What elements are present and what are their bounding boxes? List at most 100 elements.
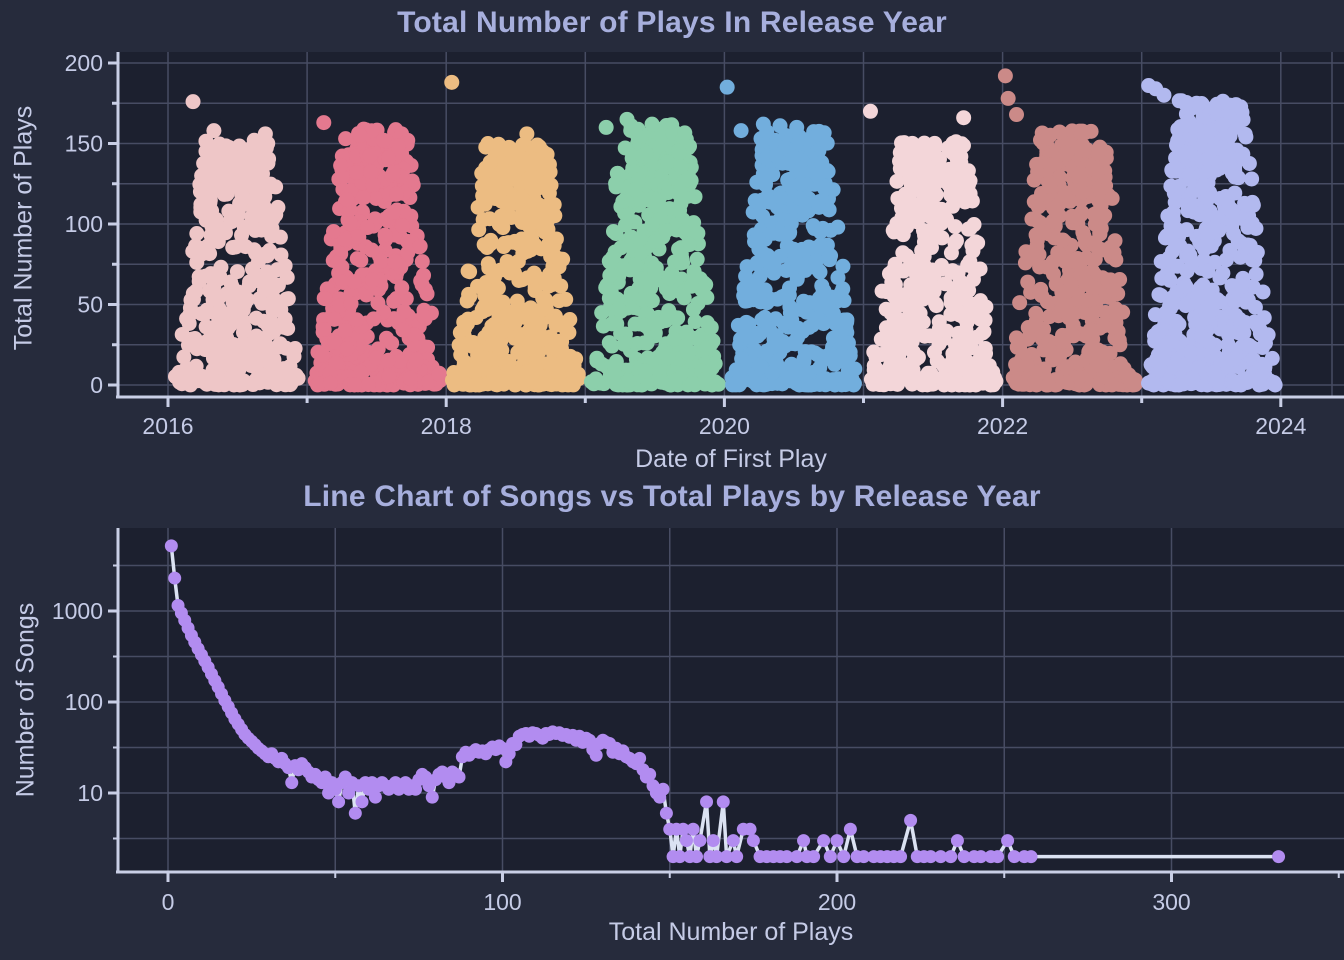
strip-point — [653, 374, 669, 390]
strip-point — [1111, 332, 1127, 348]
strip-outlier-point — [480, 136, 496, 151]
line-data-point — [502, 747, 516, 761]
strip-point — [1209, 373, 1225, 389]
strip-point — [782, 177, 798, 193]
strip-point — [1238, 129, 1254, 145]
strip-point — [812, 264, 828, 280]
strip-point — [1234, 148, 1250, 164]
strip-point — [945, 263, 961, 279]
strip-point — [605, 249, 621, 265]
line-data-point — [679, 834, 693, 848]
y-tick-label: 100 — [65, 211, 103, 237]
strip-outlier-point — [257, 126, 273, 142]
strip-point — [494, 324, 510, 340]
strip-point — [977, 340, 993, 356]
strip-point — [666, 331, 682, 347]
strip-point — [255, 205, 271, 221]
strip-point — [655, 344, 671, 360]
strip-point — [470, 278, 486, 294]
strip-point — [1237, 195, 1253, 211]
strip-point — [1159, 228, 1175, 244]
strip-point — [1214, 117, 1230, 133]
strip-point — [266, 353, 282, 369]
strip-point — [840, 335, 856, 351]
strip-point — [208, 144, 224, 160]
strip-point — [1052, 348, 1068, 364]
strip-point — [363, 164, 379, 180]
strip-point — [477, 176, 493, 192]
strip-point — [365, 177, 381, 193]
strip-point — [515, 245, 531, 261]
strip-point — [616, 336, 632, 352]
strip-point — [260, 317, 276, 333]
strip-point — [948, 233, 964, 249]
strip-point — [1227, 293, 1243, 309]
strip-point — [1168, 313, 1184, 329]
strip-point — [1153, 254, 1169, 270]
strip-point — [482, 211, 498, 227]
strip-point — [725, 377, 741, 393]
line-data-point — [676, 822, 690, 836]
strip-point — [905, 207, 921, 223]
strip-point — [1107, 302, 1123, 318]
line-plot-area — [118, 528, 1344, 872]
strip-point — [977, 312, 993, 328]
line-data-point — [894, 850, 908, 864]
strip-point — [621, 373, 637, 389]
strip-point — [684, 376, 700, 392]
strip-point — [661, 303, 677, 319]
line-data-point — [817, 834, 831, 848]
strip-point — [639, 335, 655, 351]
strip-point — [1152, 355, 1168, 371]
line-data-point — [720, 850, 734, 864]
strip-point — [601, 335, 617, 351]
strip-point — [414, 254, 430, 270]
strip-point — [527, 152, 543, 168]
strip-point — [524, 214, 540, 230]
strip-point — [493, 262, 509, 278]
strip-point — [1163, 178, 1179, 194]
strip-point — [1027, 374, 1043, 390]
strip-point — [1073, 165, 1089, 181]
strip-point — [503, 144, 519, 160]
line-data-point — [285, 776, 299, 790]
strip-point — [1199, 229, 1215, 245]
strip-point — [803, 344, 819, 360]
strip-point — [343, 296, 359, 312]
strip-point — [1200, 151, 1216, 167]
strip-point — [523, 300, 539, 316]
strip-point — [910, 349, 926, 365]
strip-point — [899, 145, 915, 161]
strip-point — [486, 366, 502, 382]
strip-point — [929, 353, 945, 369]
strip-point — [731, 365, 747, 381]
strip-point — [755, 208, 771, 224]
y-tick-label: 1000 — [52, 598, 103, 624]
strip-point — [1055, 297, 1071, 313]
strip-point — [1070, 251, 1086, 267]
strip-point — [671, 145, 687, 161]
strip-point — [747, 342, 763, 358]
strip-point — [226, 377, 242, 393]
strip-point — [1090, 145, 1106, 161]
strip-point — [266, 280, 282, 296]
strip-point — [470, 199, 486, 215]
x-tick-label: 200 — [818, 889, 856, 915]
strip-point — [943, 290, 959, 306]
strip-point — [527, 183, 543, 199]
strip-point — [1089, 357, 1105, 373]
strip-point — [1180, 203, 1196, 219]
x-tick-label: 0 — [162, 889, 175, 915]
strip-point — [834, 346, 850, 362]
strip-outlier-point — [956, 110, 972, 126]
strip-point — [960, 221, 976, 237]
strip-point — [519, 233, 535, 249]
line-data-point — [686, 822, 700, 836]
strip-point — [909, 290, 925, 306]
strip-outlier-point — [519, 126, 535, 142]
line-data-point — [1007, 850, 1021, 864]
strip-point — [672, 184, 688, 200]
y-tick-label: 200 — [65, 50, 103, 76]
strip-point — [198, 168, 214, 184]
